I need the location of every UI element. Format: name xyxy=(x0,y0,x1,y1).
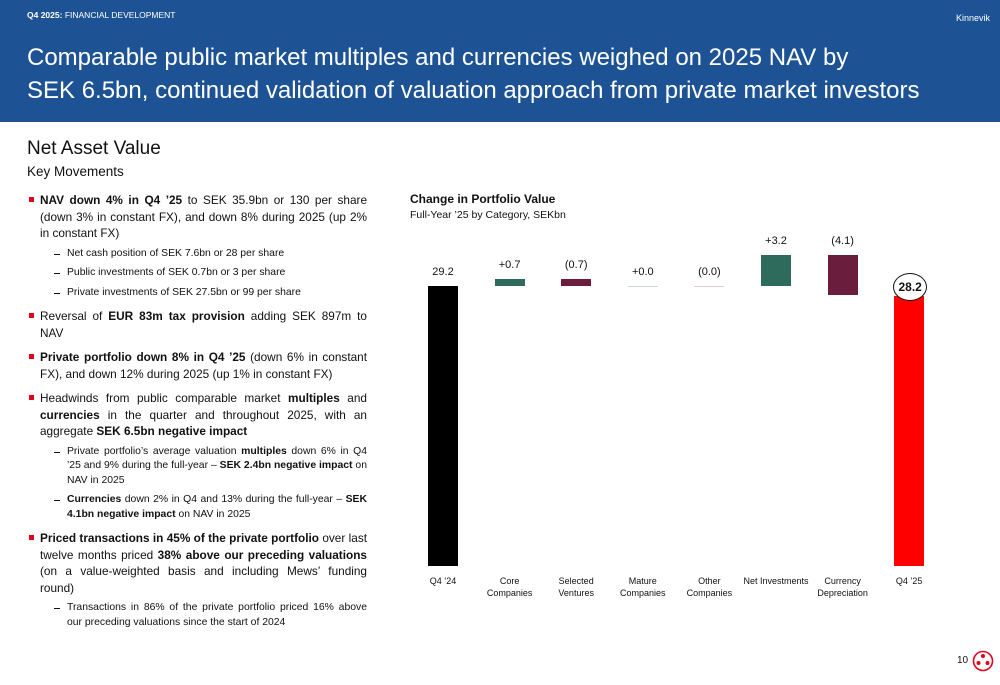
dash-marker xyxy=(54,253,60,255)
sub-bullet: Currencies down 2% in Q4 and 13% during … xyxy=(40,493,367,522)
sub-bullet: Private portfolio’s average valuation mu… xyxy=(40,445,367,489)
title-line: SEK 6.5bn, continued validation of valua… xyxy=(27,77,920,104)
text-run: Net cash position of SEK 7.6bn or 28 per… xyxy=(67,247,285,259)
text-run: Reversal of xyxy=(40,309,109,323)
bullet-list: NAV down 4% in Q4 ’25 to SEK 35.9bn or 1… xyxy=(27,192,367,638)
bullet: Headwinds from public comparable market … xyxy=(27,390,367,522)
text-run: on NAV in 2025 xyxy=(67,460,367,486)
header: Q4 2025: FINANCIAL DEVELOPMENT Kinnevik … xyxy=(0,0,1000,122)
bullet-marker xyxy=(29,354,34,359)
bullet-marker xyxy=(29,395,34,400)
x-tick-label: Net Investments xyxy=(743,576,809,586)
dash-marker xyxy=(54,451,60,453)
text-run: SEK 2.4bn negative impact xyxy=(219,460,353,471)
dash-marker xyxy=(54,500,60,501)
value-label: (0.0) xyxy=(698,265,721,278)
text-run: multiples xyxy=(241,445,287,457)
text-run: currencies xyxy=(40,407,100,422)
page-number: 10 xyxy=(957,655,969,666)
text-run: Private portfolio’s average valuation xyxy=(67,445,242,457)
text-run: (down 6% in constant FX), and down 12% d… xyxy=(40,350,367,381)
text-run: SEK 4.1bn negative impact xyxy=(67,494,367,520)
value-label: (0.7) xyxy=(564,259,588,272)
text-run: on NAV in 2025 xyxy=(175,508,251,520)
text-run: (on a value-weighted basis and including… xyxy=(40,564,367,595)
bar xyxy=(694,285,725,288)
x-tick-label: Selected Ventures xyxy=(558,576,594,598)
text-run: Priced transactions in 45% of the privat… xyxy=(40,531,320,545)
bar xyxy=(627,285,658,288)
bar xyxy=(428,285,458,566)
bar xyxy=(827,255,858,295)
chart-subtitle: Full-Year ’25 by Category, SEKbn xyxy=(410,209,566,221)
text-run: and xyxy=(339,391,367,405)
text-run: over last twelve months priced xyxy=(40,531,367,562)
bullet: Priced transactions in 45% of the privat… xyxy=(27,530,367,630)
value-label: (4.1) xyxy=(831,235,854,248)
bar xyxy=(561,279,592,286)
value-label: +0.0 xyxy=(631,265,654,278)
text-run: in the quarter and throughout 2025, with… xyxy=(40,407,367,439)
text-run: EUR 83m tax provision xyxy=(108,309,245,323)
text-run: SEK 6.5bn negative impact xyxy=(96,424,248,438)
value-label: 29.2 xyxy=(432,265,454,278)
bullet: Private portfolio down 8% in Q4 ’25 (dow… xyxy=(27,349,367,382)
bar xyxy=(761,255,791,286)
x-tick-label: Q4 ’25 xyxy=(895,576,923,586)
x-tick-label: Currency Depreciation xyxy=(817,576,868,598)
text-run: Public investments of SEK 0.7bn or 3 per… xyxy=(67,267,286,278)
sub-bullet: Private investments of SEK 27.5bn or 99 … xyxy=(40,286,367,301)
text-run: down 2% in Q4 and 13% during the full-ye… xyxy=(121,494,346,505)
title-line: Comparable public market multiples and c… xyxy=(27,44,849,71)
logo xyxy=(972,650,994,672)
text-run: Private investments of SEK 27.5bn or 99 … xyxy=(67,286,301,298)
sub-bullet: Transactions in 86% of the private portf… xyxy=(40,601,367,630)
section-title: Net Asset Value xyxy=(27,138,161,159)
text-run: Transactions in 86% of the private portf… xyxy=(67,602,367,628)
chart-title: Change in Portfolio Value xyxy=(410,192,556,206)
text-run: Private portfolio down 8% in Q4 ’25 xyxy=(40,350,246,364)
dash-marker xyxy=(54,273,60,274)
dash-marker xyxy=(54,292,60,294)
value-label: +3.2 xyxy=(765,235,787,248)
sub-bullet: Public investments of SEK 0.7bn or 3 per… xyxy=(40,266,367,281)
value-label: +0.7 xyxy=(498,259,521,272)
brand: Kinnevik xyxy=(955,13,990,23)
text-run: multiples xyxy=(288,391,340,405)
bar xyxy=(894,295,925,566)
bullet: Reversal of EUR 83m tax provision adding… xyxy=(27,308,367,341)
kicker-text: FINANCIAL DEVELOPMENT xyxy=(62,10,176,20)
x-tick-label: Other Companies xyxy=(686,576,733,598)
text-run: to SEK 35.9bn or 130 per share (down 3% … xyxy=(40,193,368,240)
text-run: Currencies xyxy=(67,494,122,505)
text-run: 38% above our preceding valuations xyxy=(157,547,367,562)
bullet-marker xyxy=(29,197,34,202)
kicker-bold: Q4 2025: xyxy=(27,10,63,20)
text-run: Headwinds from public comparable market xyxy=(40,391,288,405)
bullet-marker xyxy=(29,313,34,318)
dash-marker xyxy=(54,608,60,609)
sub-bullet: Net cash position of SEK 7.6bn or 28 per… xyxy=(40,247,367,262)
bullet-marker xyxy=(29,535,34,540)
text-run: adding SEK 897m to NAV xyxy=(40,309,367,340)
x-tick-label: Mature Companies xyxy=(620,576,666,598)
x-tick-label: Core Companies xyxy=(486,576,533,598)
text-run: down 6% in Q4 ’25 and 9% during the full… xyxy=(67,445,368,472)
bullet: NAV down 4% in Q4 ’25 to SEK 35.9bn or 1… xyxy=(27,192,367,300)
value-label: 28.2 xyxy=(893,272,928,301)
kicker: Q4 2025: FINANCIAL DEVELOPMENT xyxy=(27,10,176,20)
section-subtitle: Key Movements xyxy=(27,164,124,179)
x-tick-label: Q4 ’24 xyxy=(429,576,457,586)
text-run: NAV down 4% in Q4 ’25 xyxy=(40,193,183,207)
bar xyxy=(494,279,525,286)
